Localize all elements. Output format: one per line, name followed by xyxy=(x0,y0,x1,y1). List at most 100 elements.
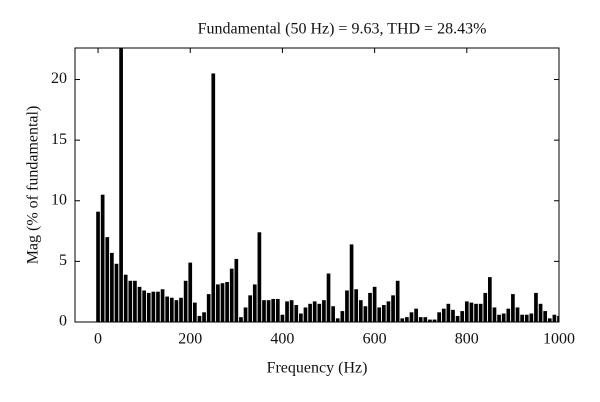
x-axis-label: Frequency (Hz) xyxy=(267,360,368,377)
bar xyxy=(354,289,359,322)
bar xyxy=(543,311,548,322)
bar xyxy=(455,315,460,322)
bar xyxy=(179,297,183,322)
bar xyxy=(275,298,280,322)
bar xyxy=(133,280,137,322)
y-tick-label: 20 xyxy=(51,70,67,87)
bar xyxy=(257,232,262,322)
bar xyxy=(151,291,156,322)
x-tick-label: 200 xyxy=(178,331,202,348)
bar xyxy=(377,307,382,322)
bar xyxy=(552,314,557,322)
bar xyxy=(368,292,372,322)
bar xyxy=(220,283,225,322)
y-tick-label: 5 xyxy=(59,252,67,269)
bar xyxy=(437,312,441,322)
bar xyxy=(386,301,391,322)
bar xyxy=(405,317,409,322)
x-tick-label: 1000 xyxy=(543,331,575,348)
bar xyxy=(252,284,257,322)
bar xyxy=(557,315,559,322)
bar xyxy=(322,300,326,322)
bar xyxy=(497,314,501,322)
bar xyxy=(266,300,271,322)
bar xyxy=(211,73,216,322)
bar xyxy=(188,262,193,322)
bar xyxy=(294,305,299,322)
x-tick-label: 400 xyxy=(270,331,294,348)
chart-title: Fundamental (50 Hz) = 9.63, THD = 28.43% xyxy=(198,21,487,38)
bar xyxy=(515,307,520,322)
bar xyxy=(142,290,146,322)
bar xyxy=(506,308,511,322)
bar xyxy=(308,303,312,322)
bar xyxy=(262,300,266,322)
bar xyxy=(119,48,123,322)
bar xyxy=(326,273,331,322)
bar xyxy=(524,314,529,322)
bar xyxy=(446,303,451,322)
bar xyxy=(202,312,206,322)
bar xyxy=(331,306,335,322)
bar xyxy=(488,277,492,322)
bar xyxy=(169,297,174,322)
bar xyxy=(193,302,197,322)
bar xyxy=(409,312,414,322)
bar xyxy=(239,317,243,322)
bar xyxy=(534,292,538,322)
y-axis-label: Mag (% of fundamental) xyxy=(25,106,42,265)
bar xyxy=(460,311,465,322)
bar xyxy=(529,313,534,322)
bar xyxy=(511,294,515,322)
bar xyxy=(372,286,377,322)
y-tick-label: 15 xyxy=(51,131,67,148)
bar xyxy=(197,315,202,322)
bar xyxy=(345,290,349,322)
bar xyxy=(428,319,432,322)
bar xyxy=(243,307,248,322)
bar xyxy=(414,308,418,322)
bar xyxy=(216,284,220,322)
bar xyxy=(100,194,105,322)
bar xyxy=(146,292,151,322)
bar xyxy=(229,268,234,322)
bar xyxy=(520,314,524,322)
bar xyxy=(303,307,308,322)
bar xyxy=(395,280,400,322)
bar xyxy=(160,289,165,322)
bar xyxy=(418,317,423,322)
bar xyxy=(165,296,170,322)
bar xyxy=(123,274,128,322)
bar xyxy=(174,300,179,322)
bar xyxy=(96,211,100,322)
bar xyxy=(349,244,354,322)
bar xyxy=(156,291,160,322)
bar xyxy=(432,319,437,322)
bar xyxy=(234,258,239,322)
y-tick-label: 0 xyxy=(59,313,67,330)
bar xyxy=(441,308,446,322)
bar xyxy=(285,301,289,322)
bar xyxy=(464,301,469,322)
bar xyxy=(105,237,110,322)
y-tick-label: 10 xyxy=(51,191,67,208)
bar xyxy=(469,302,474,322)
bar xyxy=(501,313,506,322)
x-tick-label: 800 xyxy=(455,331,479,348)
bar xyxy=(248,295,253,322)
bar xyxy=(225,281,229,322)
bar xyxy=(110,252,114,322)
bar xyxy=(478,303,483,322)
x-tick-label: 600 xyxy=(363,331,387,348)
axes-box xyxy=(74,47,560,323)
bar xyxy=(483,292,488,322)
bar xyxy=(391,295,395,322)
bar xyxy=(271,298,276,322)
bar xyxy=(547,318,552,322)
x-tick-label: 0 xyxy=(94,331,102,348)
bar xyxy=(183,280,188,322)
bar xyxy=(206,294,211,322)
bar xyxy=(492,307,497,322)
bar xyxy=(363,306,368,322)
